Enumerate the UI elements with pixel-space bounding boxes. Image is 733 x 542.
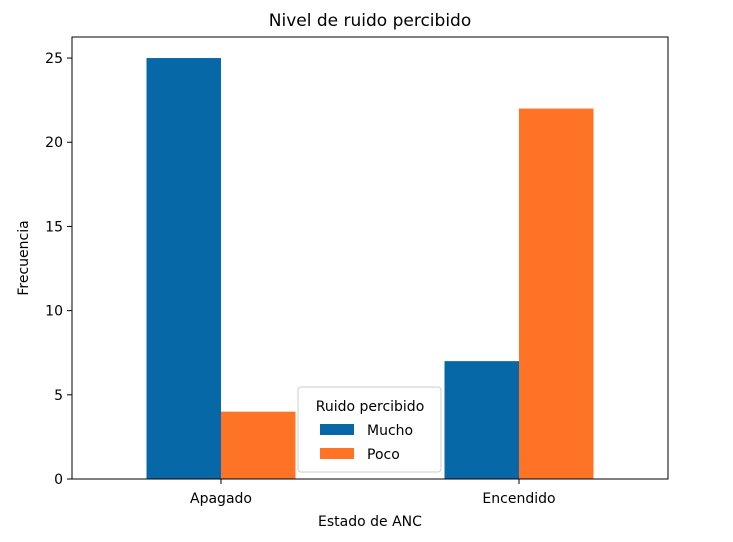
bar-mucho-apagado	[146, 58, 221, 480]
legend-title: Ruido percibido	[316, 399, 425, 415]
x-axis-title: Estado de ANC	[318, 514, 422, 530]
chart-title: Nivel de ruido percibido	[269, 11, 471, 31]
y-tick-label: 0	[54, 472, 63, 488]
x-tick-label: Apagado	[190, 491, 252, 507]
legend-swatch-poco	[320, 448, 354, 459]
y-tick-label: 25	[45, 51, 63, 67]
legend: Ruido percibido Mucho Poco	[297, 386, 442, 473]
x-tick-label: Encendido	[482, 491, 555, 507]
y-tick-label: 10	[45, 304, 63, 320]
y-axis-title: Frecuencia	[16, 220, 32, 295]
bars-layer	[146, 58, 594, 480]
x-axis-ticks: Apagado Encendido	[190, 479, 556, 507]
y-tick-label: 15	[45, 219, 63, 235]
bar-mucho-encendido	[444, 361, 519, 479]
legend-swatch-mucho	[320, 424, 354, 435]
bar-poco-encendido	[519, 108, 594, 480]
plot-frame	[71, 36, 669, 480]
y-tick-label: 20	[45, 135, 63, 151]
y-tick-label: 5	[54, 388, 63, 404]
y-axis-ticks: 0 5 10 15 20 25	[45, 51, 72, 488]
bar-poco-apagado	[221, 411, 296, 479]
legend-label-mucho: Mucho	[367, 423, 413, 439]
legend-label-poco: Poco	[367, 447, 400, 463]
